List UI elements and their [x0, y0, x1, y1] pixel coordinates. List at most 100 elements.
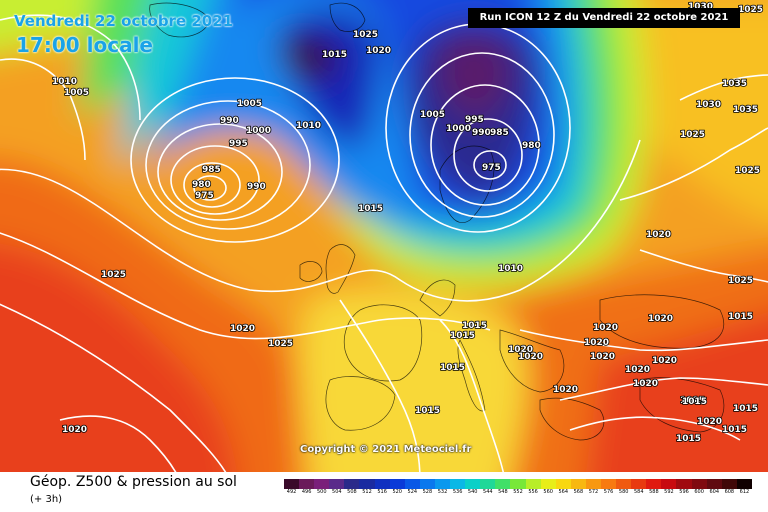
color-scale-swatch: [721, 479, 737, 489]
color-scale-swatch: [540, 479, 556, 489]
color-scale-label: 604: [709, 489, 720, 495]
isobar-label: 1015: [728, 312, 753, 322]
color-scale-swatch: [465, 479, 481, 489]
color-scale-swatch: [646, 479, 662, 489]
color-scale-label: 576: [603, 489, 614, 495]
color-scale-swatch: [570, 479, 586, 489]
color-scale-swatch: [480, 479, 496, 489]
color-scale-label: 612: [739, 489, 750, 495]
isobar-label: 995: [229, 139, 248, 149]
color-scale-swatch: [344, 479, 360, 489]
isobar-label: 1035: [733, 105, 758, 115]
color-scale-swatch: [706, 479, 722, 489]
legend-bar: Géop. Z500 & pression au sol (+ 3h) 492 4…: [0, 472, 768, 512]
color-scale-label: 508: [347, 489, 357, 495]
isobar-label: 1010: [498, 264, 523, 274]
copyright-notice: Copyright © 2021 Meteociel.fr: [300, 444, 472, 455]
color-scale-swatch: [450, 479, 466, 489]
color-scale-label: 592: [664, 489, 674, 495]
isobar-label: 1025: [268, 339, 293, 349]
legend-subtitle: (+ 3h): [30, 494, 63, 505]
model-run-label: Run ICON 12 Z du Vendredi 22 octobre 202…: [468, 8, 740, 28]
isobar-label: 1000: [246, 126, 271, 136]
color-scale-label: 600: [694, 489, 704, 495]
color-scale-swatch: [495, 479, 511, 489]
isobar-label: 1005: [237, 99, 262, 109]
isobar-label: 1025: [738, 5, 763, 15]
color-scale-label: 572: [588, 489, 599, 495]
isobar-label: 1015: [415, 406, 440, 416]
color-scale-label: 580: [618, 489, 629, 495]
isobar-label: 980: [192, 180, 211, 190]
color-scale-label: 588: [649, 489, 659, 495]
isobar-label: 1025: [735, 166, 760, 176]
isobar-label: 980: [522, 141, 541, 151]
isobar-label: 1015: [450, 331, 475, 341]
isobar-label: 1025: [680, 130, 705, 140]
color-scale-swatch: [359, 479, 375, 489]
isobar-label: 1020: [697, 417, 722, 427]
color-scale-swatch: [434, 479, 451, 489]
isobar-label: 1030: [696, 100, 721, 110]
isobar-label: 1020: [590, 352, 615, 362]
color-scale-label: 564: [558, 489, 569, 495]
isobar-label: 1015: [733, 404, 758, 414]
isobar-label: 1035: [722, 79, 747, 89]
isobar-label: 995: [465, 115, 484, 125]
color-scale-swatch: [736, 479, 752, 489]
isobar-label: 1020: [625, 365, 650, 375]
isobar-label: 975: [195, 191, 214, 201]
color-scale-label: 608: [724, 489, 735, 495]
isobar-label: 1010: [296, 121, 321, 131]
isobar-label: 985: [202, 165, 221, 175]
isobar-label: 1015: [682, 397, 707, 407]
isobar-label: 1025: [101, 270, 126, 280]
color-scale-swatch: [419, 479, 435, 489]
color-scale-swatch: [404, 479, 420, 489]
isobar-label: 1015: [680, 396, 705, 406]
isobar-label: 1005: [64, 88, 89, 98]
color-scale-label: 492: [286, 489, 297, 495]
isobars: [0, 14, 768, 472]
isobar-label: 1005: [420, 110, 445, 120]
isobar-labels: 1010 1005 1025 1020 1015 1005 990 1000 9…: [51, 1, 764, 445]
isobar-label: 1020: [593, 323, 618, 333]
legend-title: Géop. Z500 & pression au sol: [30, 474, 237, 490]
isobar-label: 1015: [462, 321, 487, 331]
weather-map: 1010 1005 1025 1020 1015 1005 990 1000 9…: [0, 0, 768, 472]
color-scale-swatch: [284, 479, 300, 489]
color-scale-label: 524: [407, 489, 418, 495]
isobar-label: 1015: [358, 204, 383, 214]
forecast-date: Vendredi 22 octobre 2021: [14, 12, 234, 30]
color-scale-label: 496: [301, 489, 312, 495]
color-scale-swatch: [510, 479, 526, 489]
isobar-label: 1020: [584, 338, 609, 348]
color-scale-swatch: [631, 479, 647, 489]
isobar-label: 1015: [440, 363, 465, 373]
isobar-label: 1020: [646, 230, 671, 240]
color-scale-label: 500: [316, 489, 327, 495]
isobar-label: 1025: [353, 30, 378, 40]
color-scale-label: 516: [377, 489, 387, 495]
isobar-label: 1020: [230, 324, 255, 334]
isobar-label: 1020: [633, 379, 658, 389]
color-scale-label: 540: [467, 489, 478, 495]
color-scale-swatch: [374, 479, 390, 489]
isobar-label: 1020: [518, 352, 543, 362]
color-scale: [284, 479, 752, 489]
isobar-label: 1000: [446, 124, 471, 134]
color-scale-swatch: [691, 479, 707, 489]
isobar-label: 1020: [508, 345, 533, 355]
color-scale-swatch: [299, 479, 315, 489]
coastlines: [149, 2, 725, 441]
isobar-label: 1020: [366, 46, 391, 56]
isobar-label: 990: [247, 182, 266, 192]
isobar-label: 1015: [722, 425, 747, 435]
isobar-label: 975: [482, 163, 501, 173]
color-scale-label: 584: [633, 489, 644, 495]
isobar-label: 1020: [652, 356, 677, 366]
color-scale-label: 556: [528, 489, 538, 495]
color-scale-swatch: [676, 479, 692, 489]
isobar-label: 1020: [648, 314, 673, 324]
